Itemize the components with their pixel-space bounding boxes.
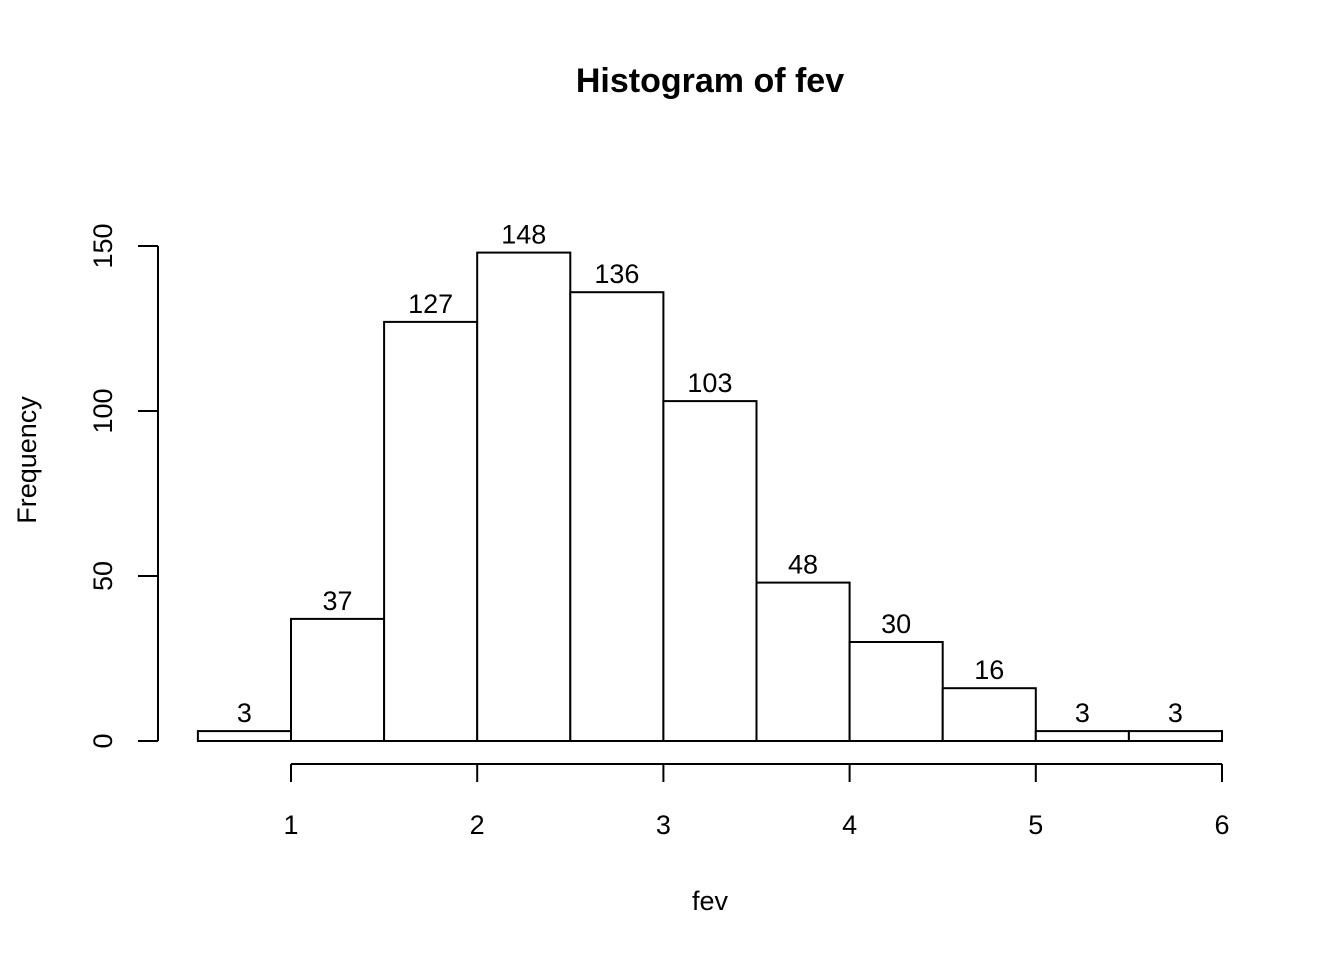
bars-group — [196, 251, 1224, 743]
bar-count-label: 30 — [881, 609, 911, 639]
x-tick-label: 2 — [470, 810, 485, 840]
histogram-bar — [941, 687, 1037, 743]
bar-count-label: 3 — [1075, 698, 1090, 728]
x-tick-label: 5 — [1028, 810, 1043, 840]
bar-count-label: 37 — [323, 586, 353, 616]
bar-count-label: 3 — [1168, 698, 1183, 728]
bar-count-label: 136 — [594, 259, 639, 289]
y-tick-label: 50 — [88, 561, 118, 591]
histogram-bar — [662, 400, 758, 742]
histogram-bar — [476, 251, 572, 742]
bar-count-label: 16 — [974, 655, 1004, 685]
bar-labels-group: 3 37 127 148 136 103 48 30 16 3 3 — [237, 220, 1183, 728]
bar-count-label: 48 — [788, 550, 818, 580]
histogram-bar — [196, 730, 292, 742]
histogram-bar — [290, 617, 386, 743]
y-tick-label: 150 — [88, 223, 118, 268]
y-tick-label: 0 — [88, 733, 118, 748]
histogram-bar — [848, 641, 944, 742]
histogram-bar — [1034, 730, 1130, 742]
histogram-bar — [383, 320, 479, 742]
y-axis-title: Frequency — [12, 396, 42, 524]
bar-count-label: 3 — [237, 698, 252, 728]
y-tick-label: 100 — [88, 388, 118, 433]
x-tick-label: 4 — [842, 810, 857, 840]
y-axis: 0 50 100 150 — [88, 223, 159, 749]
histogram-bar — [755, 581, 851, 742]
bar-count-label: 127 — [408, 289, 453, 319]
x-tick-label: 3 — [656, 810, 671, 840]
histogram-bar — [569, 291, 665, 742]
bar-count-label: 148 — [501, 220, 546, 250]
chart-title: Histogram of fev — [576, 62, 844, 100]
x-axis: 1 2 3 4 5 6 — [283, 763, 1230, 840]
x-tick-label: 1 — [283, 810, 298, 840]
bar-count-label: 103 — [687, 368, 732, 398]
x-axis-title: fev — [692, 886, 729, 916]
x-tick-label: 6 — [1214, 810, 1229, 840]
histogram-bar — [1127, 730, 1224, 742]
